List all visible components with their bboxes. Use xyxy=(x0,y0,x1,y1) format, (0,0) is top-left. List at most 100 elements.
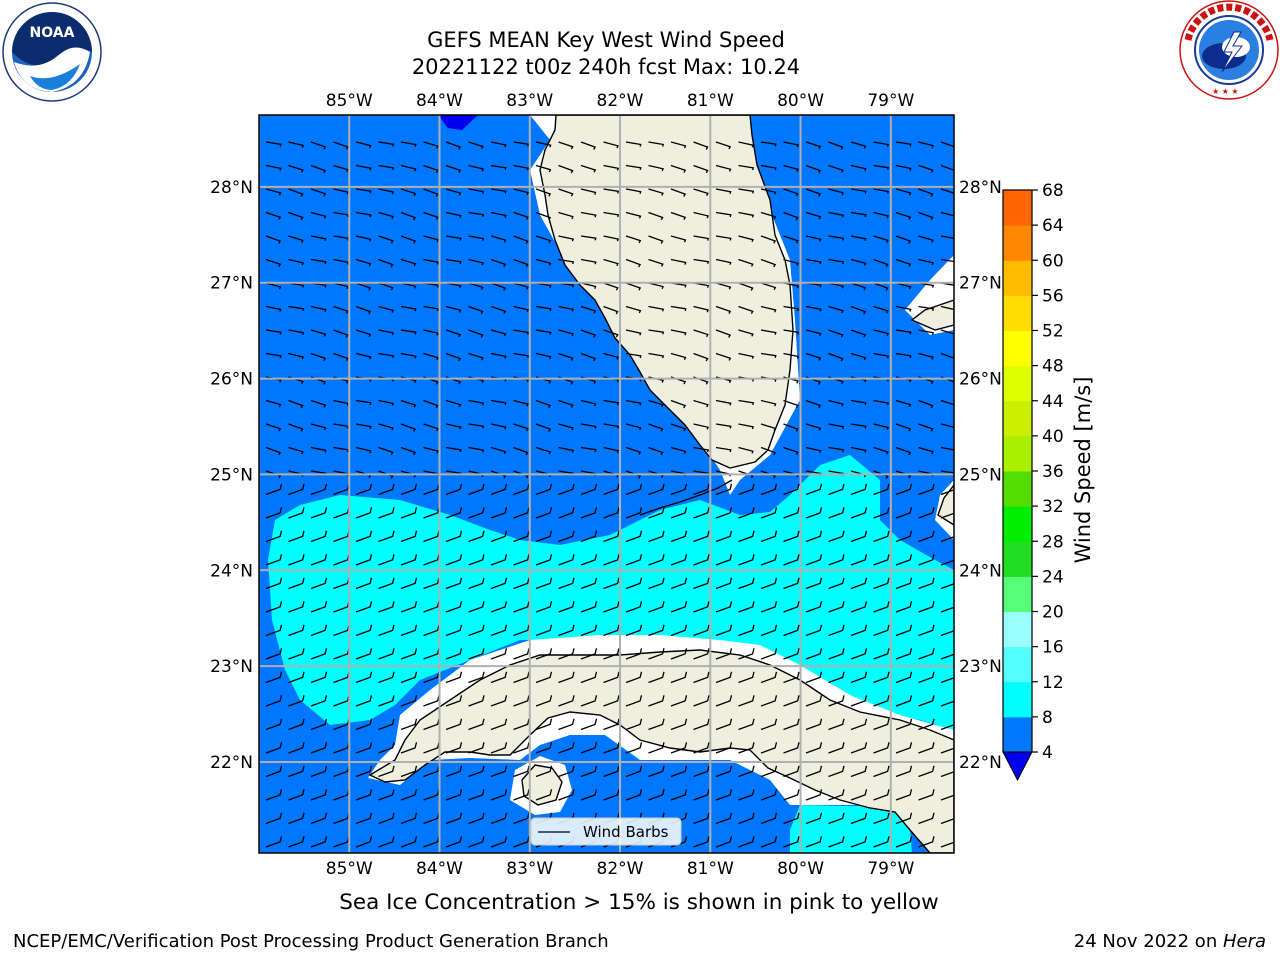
wind-barb xyxy=(310,352,327,362)
colorbar-tick-label: 68 xyxy=(1042,181,1064,201)
wind-barb xyxy=(265,423,282,432)
wind-barb xyxy=(535,530,553,543)
wind-barb xyxy=(400,718,418,731)
wind-barb xyxy=(828,812,845,825)
wind-barb xyxy=(783,352,800,359)
wind-barb xyxy=(693,577,710,590)
wind-barb xyxy=(625,695,643,707)
wind-barb xyxy=(648,470,664,479)
wind-barb xyxy=(535,671,553,684)
wind-barb xyxy=(805,423,822,431)
wind-barb xyxy=(535,648,553,660)
wind-barb xyxy=(468,836,485,848)
wind-barb xyxy=(760,352,777,358)
wind-barb xyxy=(895,601,913,613)
wind-barb xyxy=(355,765,373,778)
wind-barb xyxy=(738,258,754,267)
wind-barb xyxy=(918,188,934,197)
wind-barb xyxy=(265,446,282,456)
lon-label-bottom: 83°W xyxy=(506,859,553,879)
wind-barb xyxy=(693,446,710,453)
colorbar-tick-label: 36 xyxy=(1042,462,1064,482)
wind-barb xyxy=(940,583,954,590)
wind-barb xyxy=(873,624,890,637)
wind-barb xyxy=(355,507,373,519)
colorbar-tick-label: 32 xyxy=(1042,497,1064,517)
wind-barb xyxy=(805,483,823,496)
colorbar-band xyxy=(1003,365,1032,402)
wind-barb xyxy=(850,789,868,801)
wind-barb xyxy=(400,648,418,660)
wind-barb xyxy=(378,258,394,268)
wind-barb xyxy=(355,601,373,613)
wind-barb xyxy=(940,630,954,637)
wind-barb xyxy=(288,789,305,801)
wind-barb xyxy=(378,211,394,219)
wind-barb xyxy=(648,329,665,335)
wind-barb xyxy=(670,329,687,336)
wind-barb xyxy=(850,812,868,825)
wind-barb xyxy=(805,141,822,150)
wind-barb xyxy=(828,352,844,362)
wind-barb xyxy=(828,648,845,660)
wind-barb xyxy=(783,164,799,172)
wind-barb xyxy=(580,188,597,195)
wind-barb xyxy=(760,624,778,637)
wind-barb xyxy=(940,423,954,428)
wind-barb xyxy=(378,554,395,566)
wind-barb xyxy=(490,742,508,754)
wind-barb xyxy=(828,507,845,519)
wind-barb xyxy=(603,282,619,291)
wind-barb xyxy=(603,530,620,543)
wind-barb xyxy=(715,601,733,613)
wind-barb xyxy=(625,305,642,314)
wind-barb xyxy=(265,258,282,267)
wind-barb xyxy=(400,483,418,496)
wind-barb xyxy=(715,305,732,315)
wind-barb xyxy=(603,305,619,315)
wind-barb xyxy=(873,329,889,336)
wind-barb xyxy=(288,507,305,519)
wind-barb xyxy=(378,601,395,613)
wind-barb xyxy=(490,601,508,613)
wind-barb xyxy=(693,765,710,778)
wind-barb xyxy=(378,305,394,313)
wind-barb xyxy=(513,235,529,244)
wind-barb xyxy=(670,577,688,590)
wind-barb xyxy=(625,352,642,359)
footer-date: 24 Nov 2022 on Hera xyxy=(1074,931,1266,952)
wind-barb xyxy=(625,530,643,543)
wind-barb xyxy=(288,164,304,173)
wind-barb xyxy=(783,836,800,848)
wind-barb xyxy=(940,352,954,361)
wind-barb xyxy=(310,329,327,337)
wind-barb xyxy=(625,648,643,660)
wind-barb xyxy=(490,329,507,337)
wind-barb xyxy=(850,601,868,613)
wind-barb xyxy=(603,577,620,590)
wind-barb xyxy=(940,794,954,801)
wind-barb xyxy=(625,554,643,566)
wind-barb xyxy=(603,671,620,684)
wind-barb xyxy=(805,329,822,337)
wind-barb xyxy=(648,577,665,590)
wind-barb xyxy=(918,352,934,360)
wind-barb xyxy=(805,258,822,265)
wind-barb xyxy=(625,470,642,479)
wind-barb xyxy=(693,554,710,566)
wind-barb xyxy=(625,211,642,219)
wind-barb xyxy=(513,624,530,637)
wind-barb xyxy=(603,164,620,171)
wind-barb xyxy=(805,446,822,454)
wind-barb xyxy=(423,352,439,361)
wind-barb xyxy=(400,258,417,267)
wind-barb xyxy=(468,789,485,801)
wind-barb xyxy=(670,554,688,566)
wind-barb xyxy=(873,164,890,170)
wind-barb xyxy=(648,423,664,432)
wind-barb xyxy=(828,211,845,218)
wind-barb xyxy=(805,577,823,590)
wind-barb xyxy=(625,718,643,731)
wind-barb xyxy=(783,235,799,244)
wind-barb xyxy=(670,671,688,684)
